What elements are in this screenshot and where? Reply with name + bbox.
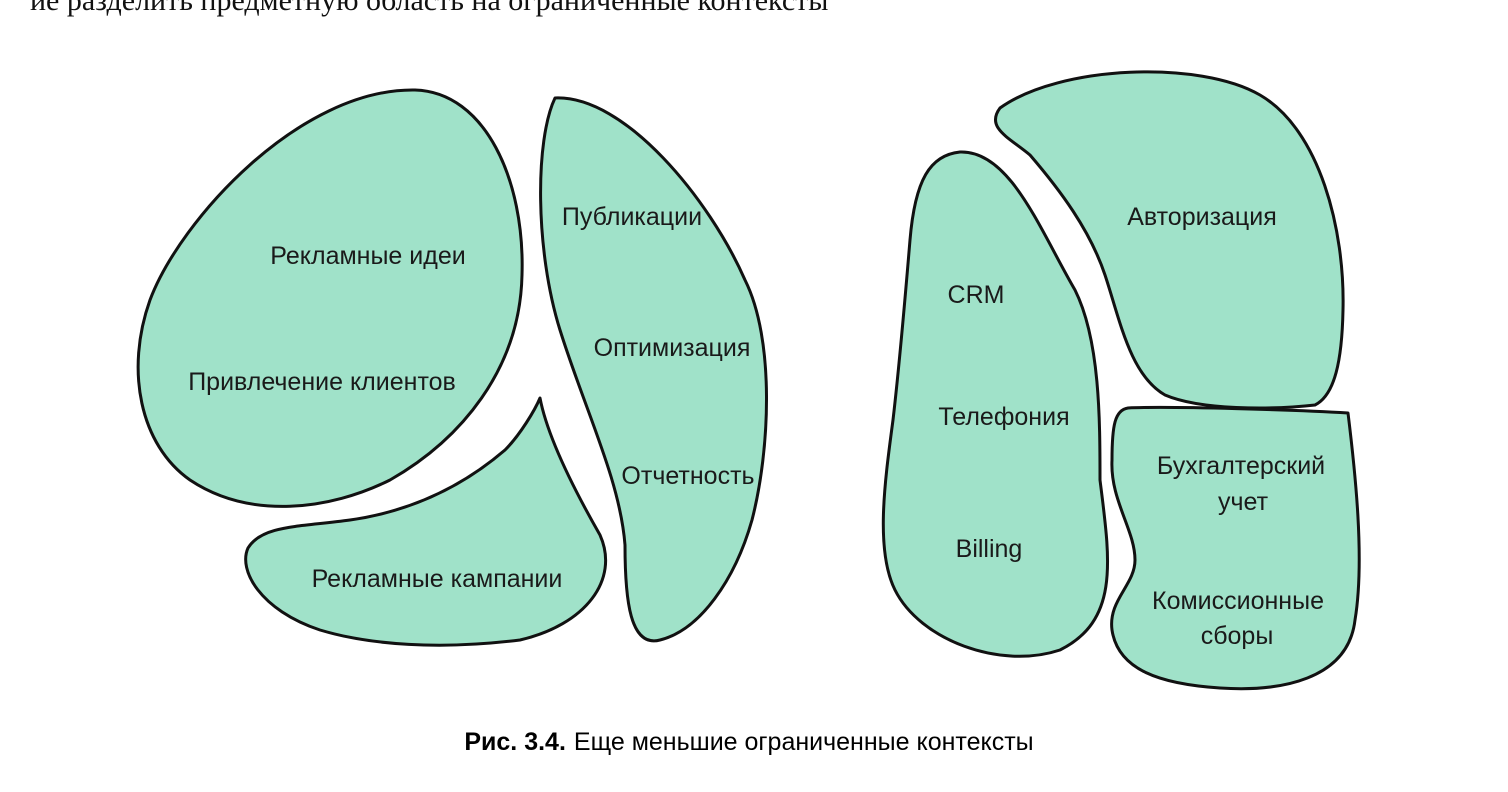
label-crm: CRM	[948, 281, 1005, 309]
cut-off-top-text: ие разделить предметную область на огран…	[30, 0, 828, 17]
context-content-shape	[539, 96, 768, 643]
label-commission-2: сборы	[1201, 622, 1274, 650]
label-publications: Публикации	[562, 203, 702, 231]
context-accounting: Бухгалтерский учет Комиссионные сборы	[1110, 405, 1361, 691]
context-auth: Авторизация	[993, 70, 1345, 410]
context-campaigns: Рекламные кампании	[244, 396, 608, 647]
label-commission-1: Комиссионные	[1152, 587, 1324, 615]
figure-caption-text: Еще меньшие ограниченные контексты	[574, 728, 1034, 756]
context-campaigns-shape	[244, 396, 608, 647]
label-authorization: Авторизация	[1127, 203, 1277, 231]
context-advertising: Рекламные идеи Привлечение клиентов	[136, 88, 524, 508]
label-optimization: Оптимизация	[594, 334, 751, 362]
context-crm: CRM Телефония Billing	[881, 150, 1110, 658]
context-accounting-shape	[1110, 405, 1361, 691]
context-advertising-shape	[136, 88, 524, 508]
label-billing: Billing	[956, 535, 1023, 563]
context-content: Публикации Оптимизация Отчетность	[539, 96, 768, 643]
label-telephony: Телефония	[938, 403, 1069, 431]
label-accounting-1: Бухгалтерский	[1157, 452, 1325, 480]
label-ad-campaigns: Рекламные кампании	[312, 565, 563, 593]
label-accounting-2: учет	[1218, 488, 1269, 516]
context-auth-shape	[993, 70, 1345, 410]
label-advertising-ideas: Рекламные идеи	[270, 242, 465, 270]
figure-caption: Рис. 3.4. Еще меньшие ограниченные контек…	[464, 728, 1033, 756]
figure-number: Рис. 3.4.	[464, 728, 566, 756]
label-customer-acquisition: Привлечение клиентов	[188, 368, 456, 396]
context-crm-shape	[881, 150, 1110, 658]
label-reporting: Отчетность	[621, 462, 754, 490]
